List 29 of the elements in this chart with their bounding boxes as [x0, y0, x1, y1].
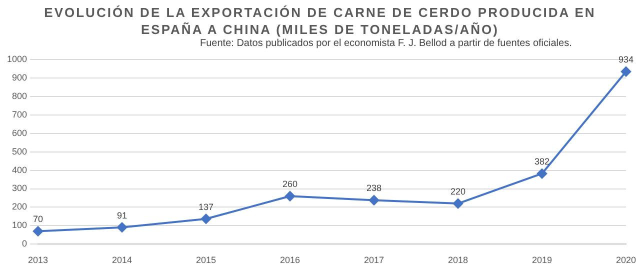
data-label: 238	[366, 183, 382, 194]
x-tick-label: 2018	[448, 255, 468, 266]
y-tick-label: 1000	[6, 54, 28, 64]
y-tick-label: 100	[12, 220, 28, 230]
y-tick-label: 300	[12, 183, 28, 194]
data-label: 70	[33, 214, 44, 224]
y-tick-label: 500	[12, 146, 28, 156]
x-tick-label: 2020	[616, 255, 636, 266]
y-tick-label: 400	[12, 164, 28, 175]
data-label: 260	[282, 179, 298, 190]
y-tick-label: 700	[12, 109, 28, 120]
y-tick-label: 800	[12, 90, 28, 101]
data-label: 91	[117, 210, 128, 220]
y-tick-label: 600	[12, 128, 28, 138]
data-label: 934	[618, 54, 634, 65]
x-tick-label: 2017	[364, 255, 384, 266]
chart-title: EVOLUCIÓN DE LA EXPORTACIÓN DE CARNE DE CERDO PRODUCIDA EN ESPAÑA A CHINA (MILES DE TONELADAS/AÑO)	[43, 4, 597, 38]
y-tick-label: 0	[22, 238, 28, 249]
x-tick-label: 2013	[28, 255, 48, 266]
data-label: 137	[198, 202, 214, 212]
x-tick-label: 2015	[196, 255, 216, 266]
x-tick-label: 2016	[280, 255, 300, 266]
data-label: 382	[534, 156, 550, 167]
y-tick-label: 900	[12, 72, 28, 82]
y-tick-label: 200	[12, 202, 28, 212]
x-tick-label: 2019	[532, 255, 552, 266]
chart-subtitle: Fuente: Datos publicados por el economista F. J. Bellod a partir de fuentes oficiales.	[200, 38, 573, 51]
x-tick-label: 2014	[112, 255, 132, 266]
data-label: 220	[450, 186, 466, 197]
